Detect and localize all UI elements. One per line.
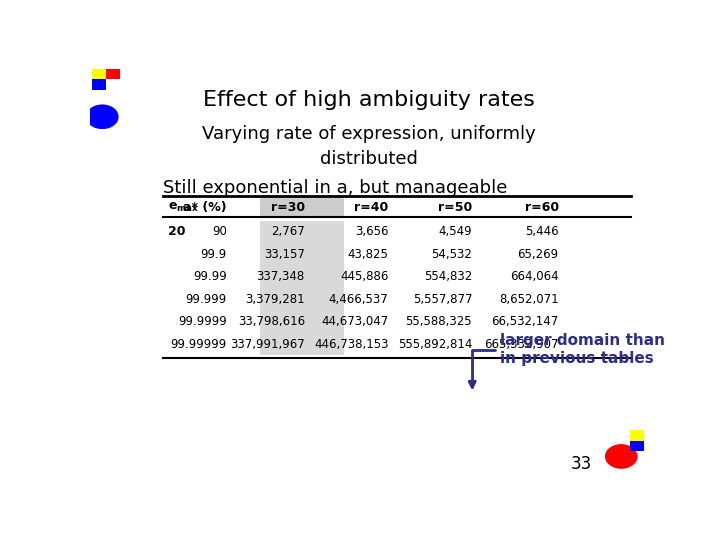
Text: e$_{\mathregular{max}}$: e$_{\mathregular{max}}$ <box>168 200 199 213</box>
Bar <box>630 430 644 441</box>
Text: 665,332,907: 665,332,907 <box>485 338 559 350</box>
Text: 33,798,616: 33,798,616 <box>238 315 305 328</box>
Text: 99.9999: 99.9999 <box>178 315 227 328</box>
Bar <box>91 69 106 79</box>
Text: 20: 20 <box>168 226 186 239</box>
Text: r=30: r=30 <box>271 200 305 213</box>
Text: 55,588,325: 55,588,325 <box>405 315 472 328</box>
Text: 99.999: 99.999 <box>186 293 227 306</box>
Text: 337,348: 337,348 <box>256 271 305 284</box>
Circle shape <box>606 445 637 468</box>
Text: 33,157: 33,157 <box>264 248 305 261</box>
Text: r=50: r=50 <box>438 200 472 213</box>
Circle shape <box>86 105 118 129</box>
Text: 5,446: 5,446 <box>525 226 559 239</box>
Text: 4,549: 4,549 <box>438 226 472 239</box>
Bar <box>630 441 644 451</box>
Text: 5,557,877: 5,557,877 <box>413 293 472 306</box>
Text: 54,532: 54,532 <box>431 248 472 261</box>
Text: 3,379,281: 3,379,281 <box>246 293 305 306</box>
Bar <box>91 79 106 90</box>
Text: 44,673,047: 44,673,047 <box>321 315 389 328</box>
Text: 2,767: 2,767 <box>271 226 305 239</box>
Text: Still exponential in a, but manageable: Still exponential in a, but manageable <box>163 179 507 197</box>
Text: r=40: r=40 <box>354 200 389 213</box>
Text: 554,832: 554,832 <box>424 271 472 284</box>
Text: r=60: r=60 <box>525 200 559 213</box>
Text: 65,269: 65,269 <box>518 248 559 261</box>
Text: 33: 33 <box>570 455 592 473</box>
Text: larger domain than
in previous tables: larger domain than in previous tables <box>469 333 665 387</box>
Text: 99.99: 99.99 <box>193 271 227 284</box>
Text: 43,825: 43,825 <box>348 248 389 261</box>
Text: 664,064: 664,064 <box>510 271 559 284</box>
Text: 90: 90 <box>212 226 227 239</box>
Text: 446,738,153: 446,738,153 <box>314 338 389 350</box>
Text: 99.9: 99.9 <box>200 248 227 261</box>
Text: 555,892,814: 555,892,814 <box>398 338 472 350</box>
Bar <box>106 69 120 79</box>
Text: 337,991,967: 337,991,967 <box>230 338 305 350</box>
Text: a* (%): a* (%) <box>183 200 227 213</box>
Text: distributed: distributed <box>320 150 418 168</box>
Text: Effect of high ambiguity rates: Effect of high ambiguity rates <box>203 90 535 110</box>
Text: 445,886: 445,886 <box>340 271 389 284</box>
Text: 8,652,071: 8,652,071 <box>499 293 559 306</box>
Text: 3,656: 3,656 <box>355 226 389 239</box>
Text: 99.99999: 99.99999 <box>171 338 227 350</box>
Text: 66,532,147: 66,532,147 <box>492 315 559 328</box>
Text: 4,466,537: 4,466,537 <box>329 293 389 306</box>
Bar <box>260 196 344 217</box>
Text: Varying rate of expression, uniformly: Varying rate of expression, uniformly <box>202 125 536 143</box>
